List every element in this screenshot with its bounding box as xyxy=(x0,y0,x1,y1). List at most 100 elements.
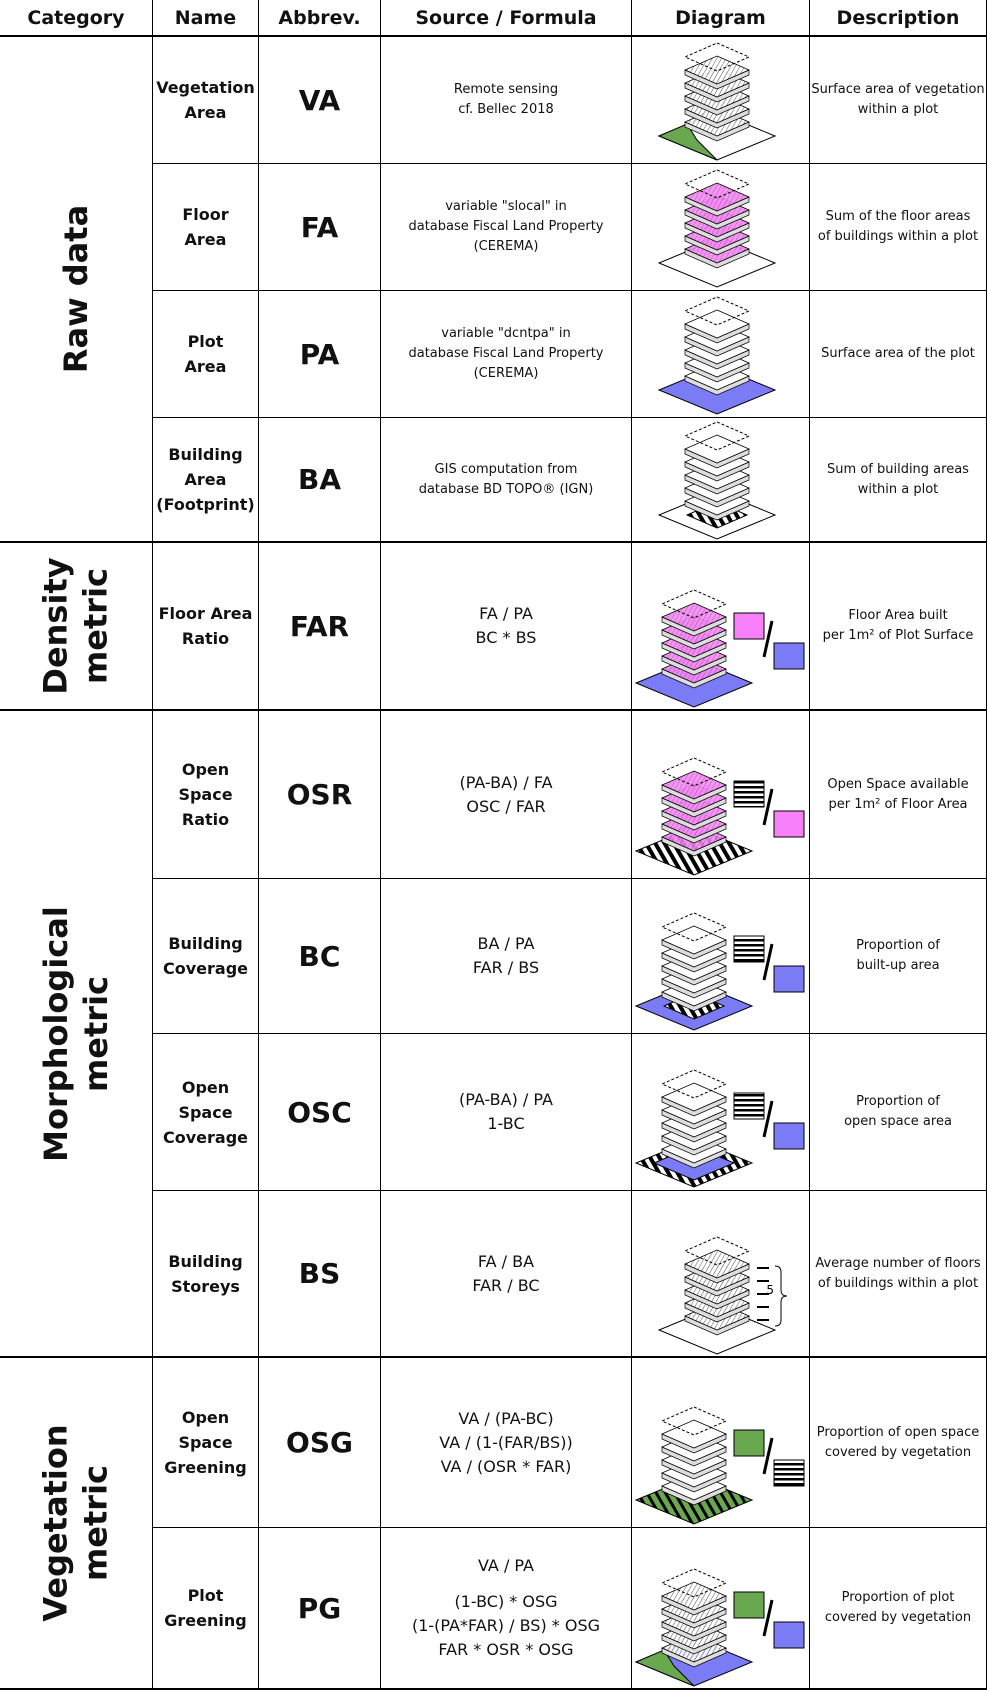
diagram xyxy=(634,589,804,708)
name-line: Building xyxy=(168,1251,243,1271)
slab xyxy=(683,434,750,464)
abbrev-cell: BC xyxy=(259,879,381,1034)
ratio-square xyxy=(733,780,764,808)
ratio-square xyxy=(773,1621,804,1649)
source-line: database Fiscal Land Property xyxy=(408,219,604,234)
source-line: VA / (1-(FAR/BS)) xyxy=(439,1432,573,1452)
header-cell: Description xyxy=(810,0,987,37)
description-line: of buildings within a plot xyxy=(817,229,979,244)
name-line: Coverage xyxy=(162,1127,248,1147)
name-line: Open Space xyxy=(178,1408,233,1452)
slab-outline xyxy=(683,421,750,451)
source-line: VA / (OSR * FAR) xyxy=(440,1456,572,1476)
source-cell: GIS computation from database BD TOPO® (I… xyxy=(381,418,632,543)
abbrev-cell: FAR xyxy=(259,543,381,711)
description-line: Surface area of vegetation xyxy=(811,82,985,97)
diagram xyxy=(657,169,776,288)
header-text: Description xyxy=(836,6,960,29)
name-line: Vegetation xyxy=(156,78,255,97)
abbrev-cell: OSR xyxy=(259,711,381,879)
name-line: Area xyxy=(184,470,227,489)
ratio-square xyxy=(773,1122,804,1150)
source-paragraph: (PA-BA) / PA 1-BC xyxy=(459,1088,553,1136)
description-line: Proportion of plot xyxy=(841,1590,955,1605)
source-paragraph: variable "dcntpa" in database Fiscal Land… xyxy=(408,324,603,384)
name-line: Space xyxy=(178,1102,233,1122)
source-paragraph: (1-BC) * OSG (1-(PA*FAR) / BS) * OSG FAR *… xyxy=(412,1590,600,1662)
source-line: variable "slocal" in xyxy=(445,199,567,214)
slab-outline xyxy=(660,1406,727,1436)
abbrev: PA xyxy=(299,337,340,371)
slab xyxy=(683,1249,750,1279)
abbrev: FAR xyxy=(289,609,350,643)
description-line: built-up area xyxy=(856,958,940,973)
diagram-cell xyxy=(632,1358,810,1528)
category-line: Density xyxy=(37,557,75,695)
header-cell: Source / Formula xyxy=(381,0,632,37)
abbrev: PG xyxy=(297,1591,342,1625)
abbrev-cell: PA xyxy=(259,291,381,418)
brace xyxy=(774,1265,787,1327)
category-line: Morphological xyxy=(37,905,76,1162)
source-line: (CEREMA) xyxy=(473,366,539,381)
source-cell: FA / BA FAR / BC xyxy=(381,1191,632,1358)
slab-outline xyxy=(660,589,727,619)
description-cell: Proportion of open space covered by veget… xyxy=(810,1358,987,1528)
source-paragraph: BA / PA FAR / BS xyxy=(473,932,539,980)
name-line: Area xyxy=(184,230,227,249)
diagram-cell xyxy=(632,418,810,543)
name-line: Coverage xyxy=(162,959,248,978)
abbrev: OSG xyxy=(286,1426,353,1459)
description-cell: Open Space available per 1m² of Floor Are… xyxy=(810,711,987,879)
description-line: Open Space available xyxy=(827,776,969,792)
source-paragraph: VA / (PA-BC) VA / (1-(FAR/BS)) VA / (OSR *… xyxy=(439,1407,572,1479)
slab-outline xyxy=(660,912,727,942)
header-text: Abbrev. xyxy=(278,6,361,29)
vegetation xyxy=(657,123,717,161)
diagram-label: 5 xyxy=(766,1283,774,1297)
name-line: Greening xyxy=(164,1458,247,1477)
slab xyxy=(683,55,750,85)
name-line: Open Space xyxy=(178,760,233,804)
ratio-square xyxy=(773,1459,804,1487)
category-cell: Raw data xyxy=(0,37,153,543)
abbrev: BC xyxy=(298,939,341,973)
diagram-cell xyxy=(632,291,810,418)
description-line: Floor Area built xyxy=(848,608,948,623)
source-cell: VA / (PA-BC) VA / (1-(FAR/BS)) VA / (OSR *… xyxy=(381,1358,632,1528)
ratio-slash xyxy=(762,620,773,658)
category-label: Morphological metric xyxy=(36,906,116,1162)
source-line: BA / PA xyxy=(477,934,535,953)
name-line: Area xyxy=(184,357,227,376)
diagram-cell xyxy=(632,543,810,711)
description-line: Surface area of the plot xyxy=(821,346,975,361)
source-line: VA / (PA-BC) xyxy=(458,1408,554,1428)
diagram-cell xyxy=(632,1034,810,1191)
diagram-cell xyxy=(632,164,810,291)
ratio-square xyxy=(733,1429,764,1457)
diagram-cell xyxy=(632,37,810,164)
header-cell: Abbrev. xyxy=(259,0,381,37)
slab-outline xyxy=(683,1236,750,1266)
name-line: Ratio xyxy=(181,629,230,648)
source-line: Remote sensing xyxy=(453,82,559,97)
name-line: Ratio xyxy=(181,810,230,829)
abbrev-cell: VA xyxy=(259,37,381,164)
name-cell: Building Area (Footprint) xyxy=(153,418,259,543)
source-line: database Fiscal Land Property xyxy=(408,346,604,361)
abbrev-cell: PG xyxy=(259,1528,381,1690)
name-line: Storeys xyxy=(171,1276,240,1296)
name-cell: Floor Area xyxy=(153,164,259,291)
description-line: covered by vegetation xyxy=(824,1610,972,1625)
category-label: Vegetation metric xyxy=(36,1424,116,1621)
source-line: cf. Bellec 2018 xyxy=(458,102,554,117)
abbrev-cell: OSG xyxy=(259,1358,381,1528)
source-cell: BA / PA FAR / BS xyxy=(381,879,632,1034)
name-cell: Vegetation Area xyxy=(153,37,259,164)
abbrev-cell: OSC xyxy=(259,1034,381,1191)
ratio-square xyxy=(773,642,804,670)
category-line: metric xyxy=(77,1464,115,1582)
source-paragraph: VA / PA xyxy=(478,1554,534,1578)
ratio-square xyxy=(733,612,764,640)
diagram xyxy=(634,1568,804,1687)
